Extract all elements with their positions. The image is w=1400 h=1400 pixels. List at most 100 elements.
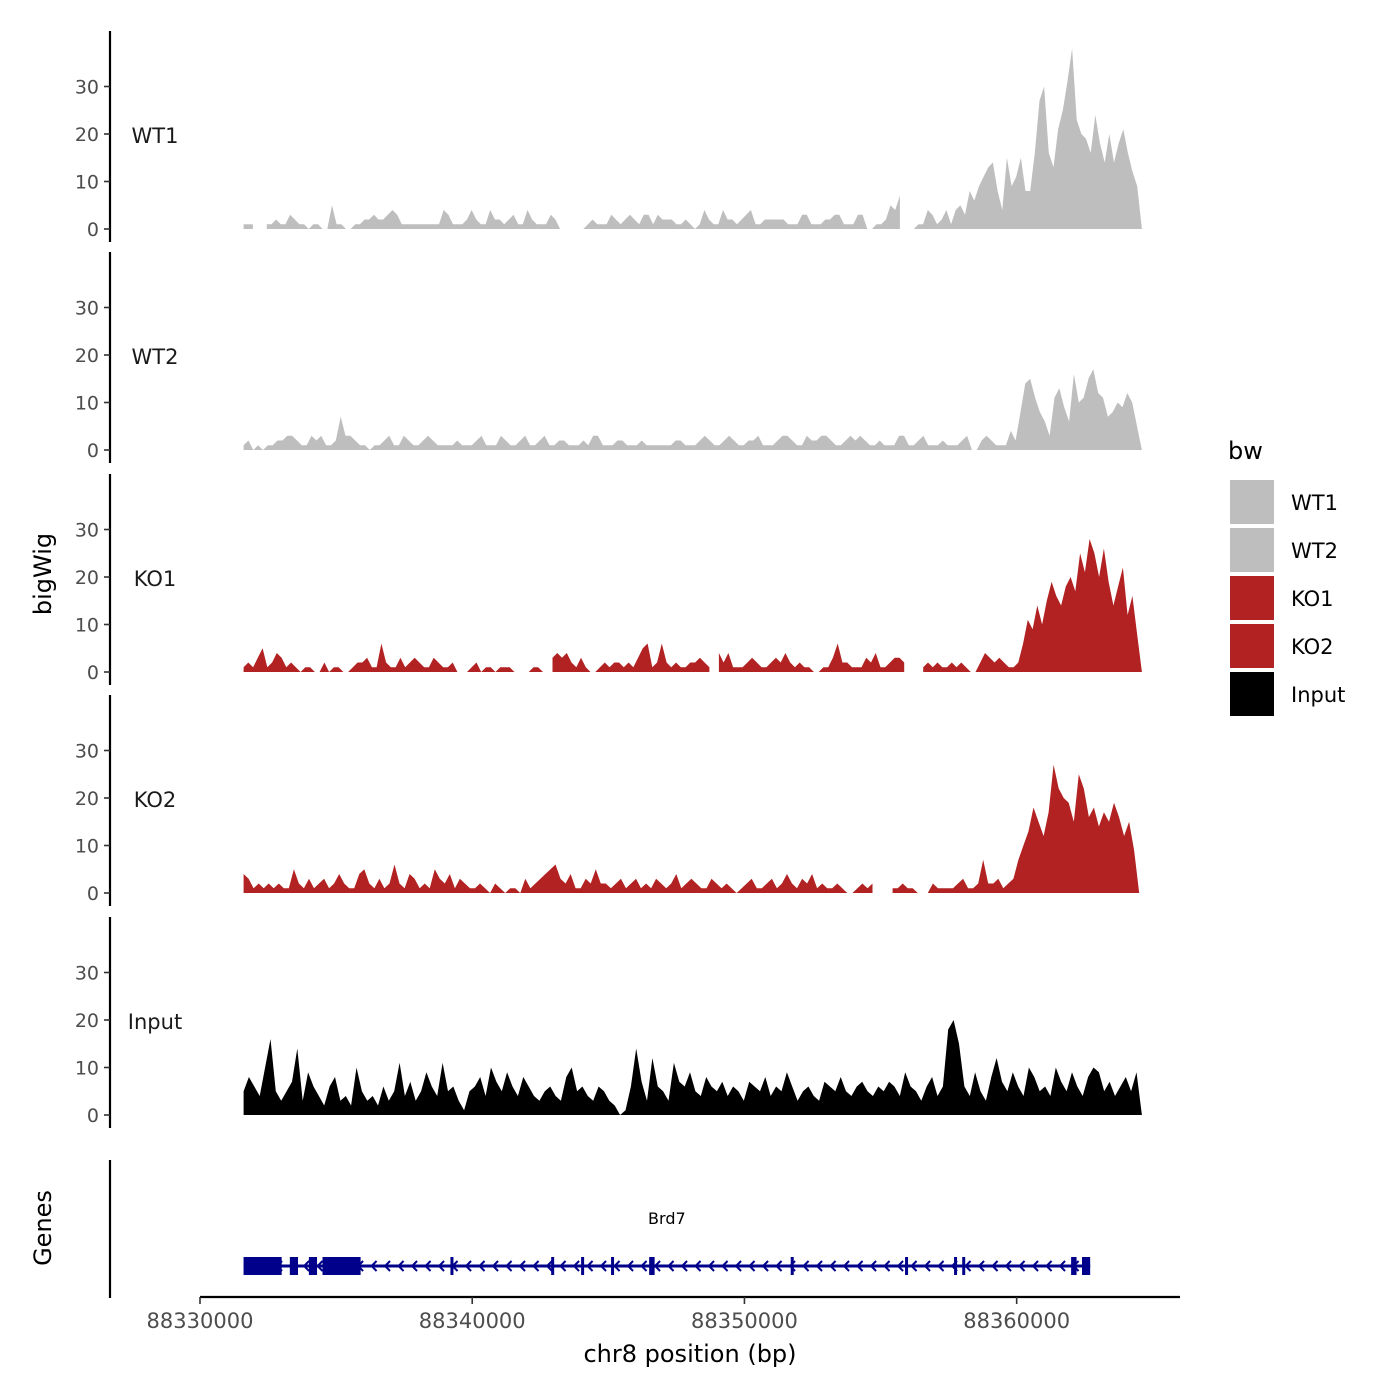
y-tick-label: 20: [75, 1010, 99, 1032]
strand-arrow: [599, 1260, 607, 1272]
track-panels: 0 10 20 30 WT1 0 10 20 30 WT2 0 10 20 30 KO1 0 10 20 30 KO2…: [75, 31, 1142, 1128]
strand-arrow: [397, 1260, 405, 1272]
track-ko2: 0 10 20 30 KO2: [75, 695, 1140, 906]
coverage-area-ko1: [552, 643, 710, 672]
track-ko1: 0 10 20 30 KO1: [75, 474, 1142, 685]
strand-arrow: [734, 1260, 742, 1272]
legend-label: KO1: [1291, 587, 1334, 611]
gene-exon: [289, 1257, 298, 1275]
y-tick-label: 0: [87, 219, 99, 241]
strand-arrow: [694, 1260, 702, 1272]
legend-key-wt2: [1230, 528, 1274, 572]
strand-arrow: [1058, 1260, 1066, 1272]
strand-arrow: [370, 1260, 378, 1272]
y-tick-label: 10: [75, 836, 99, 858]
strand-arrow: [667, 1260, 675, 1272]
strand-arrow: [491, 1260, 499, 1272]
x-tick-label: 88340000: [419, 1309, 526, 1333]
coverage-area-ko2: [892, 764, 1140, 893]
gene-exon: [954, 1257, 958, 1275]
gene-exon: [962, 1257, 966, 1275]
strand-arrow: [316, 1260, 324, 1272]
strand-arrow: [977, 1260, 985, 1272]
strand-arrow: [653, 1260, 661, 1272]
strand-arrow: [302, 1260, 310, 1272]
gene-exon: [322, 1257, 361, 1275]
y-tick-label: 10: [75, 1058, 99, 1080]
strand-arrow: [802, 1260, 810, 1272]
strand-arrow: [910, 1260, 918, 1272]
gene-exon: [308, 1257, 318, 1275]
legend-label: WT1: [1291, 491, 1338, 515]
y-tick-label: 20: [75, 124, 99, 146]
gene-exon: [551, 1257, 555, 1275]
y-axis-title: bigWig: [29, 533, 57, 615]
coverage-area-ko1: [243, 643, 543, 672]
y-tick-label: 10: [75, 172, 99, 194]
legend-label: KO2: [1291, 635, 1334, 659]
y-tick-label: 0: [87, 440, 99, 462]
x-axis: 88330000 88340000 88350000 88360000: [147, 1295, 1180, 1333]
y-tick-label: 30: [75, 741, 99, 763]
coverage-area-wt1: [266, 205, 570, 229]
y-tick-label: 30: [75, 520, 99, 542]
gene-exon: [790, 1257, 794, 1275]
y-tick-label: 30: [75, 298, 99, 320]
gene-exon: [1082, 1257, 1091, 1275]
coverage-area-ko1: [923, 539, 1142, 672]
track-wt2: 0 10 20 30 WT2: [75, 252, 1142, 463]
coverage-area-wt1: [243, 224, 253, 229]
strand-arrow: [478, 1260, 486, 1272]
gene-exon: [450, 1257, 454, 1275]
strand-arrow: [883, 1260, 891, 1272]
strand-arrow: [896, 1260, 904, 1272]
strand-arrow: [1018, 1260, 1026, 1272]
gene-exon: [611, 1257, 615, 1275]
strand-arrow: [680, 1260, 688, 1272]
strand-arrow: [964, 1260, 972, 1272]
coverage-area-wt1: [583, 195, 900, 229]
strand-arrow: [1004, 1260, 1012, 1272]
legend-key-input: [1230, 672, 1274, 716]
x-tick-label: 88330000: [147, 1309, 254, 1333]
strand-arrow: [559, 1260, 567, 1272]
gene-exon: [905, 1257, 909, 1275]
gene-exon: [243, 1257, 282, 1275]
strand-arrow: [815, 1260, 823, 1272]
y-tick-label: 0: [87, 662, 99, 684]
strand-arrow: [829, 1260, 837, 1272]
track-wt1: 0 10 20 30 WT1: [75, 31, 1142, 242]
y-tick-label: 30: [75, 963, 99, 985]
strand-arrow: [842, 1260, 850, 1272]
gene-exon: [581, 1257, 585, 1275]
strand-arrow: [869, 1260, 877, 1272]
coverage-area-input: [243, 1020, 1142, 1115]
y-tick-label: 10: [75, 393, 99, 415]
y-tick-label: 30: [75, 77, 99, 99]
strand-arrow: [545, 1260, 553, 1272]
strand-arrow: [761, 1260, 769, 1272]
strand-arrow: [923, 1260, 931, 1272]
strand-arrow: [775, 1260, 783, 1272]
strand-arrow: [410, 1260, 418, 1272]
gene-track: Brd7: [108, 1160, 1091, 1298]
strand-arrow: [437, 1260, 445, 1272]
legend-key-wt1: [1230, 480, 1274, 524]
strand-arrow: [383, 1260, 391, 1272]
legend-title: bw: [1228, 437, 1263, 465]
gene-exon: [649, 1257, 655, 1275]
gene-brd7: Brd7: [243, 1209, 1091, 1275]
strand-arrow: [518, 1260, 526, 1272]
y-tick-label: 20: [75, 345, 99, 367]
strand-arrow: [464, 1260, 472, 1272]
strand-arrow: [424, 1260, 432, 1272]
gene-label: Brd7: [648, 1209, 686, 1228]
y-tick-label: 10: [75, 615, 99, 637]
strand-arrow: [991, 1260, 999, 1272]
legend: bw WT1 WT2 KO1 KO2 Input: [1228, 437, 1345, 716]
coverage-area-ko2: [243, 864, 873, 893]
legend-label: Input: [1291, 683, 1345, 707]
x-axis-title: chr8 position (bp): [583, 1340, 796, 1368]
strand-arrow: [532, 1260, 540, 1272]
genes-axis-title: Genes: [29, 1190, 57, 1266]
